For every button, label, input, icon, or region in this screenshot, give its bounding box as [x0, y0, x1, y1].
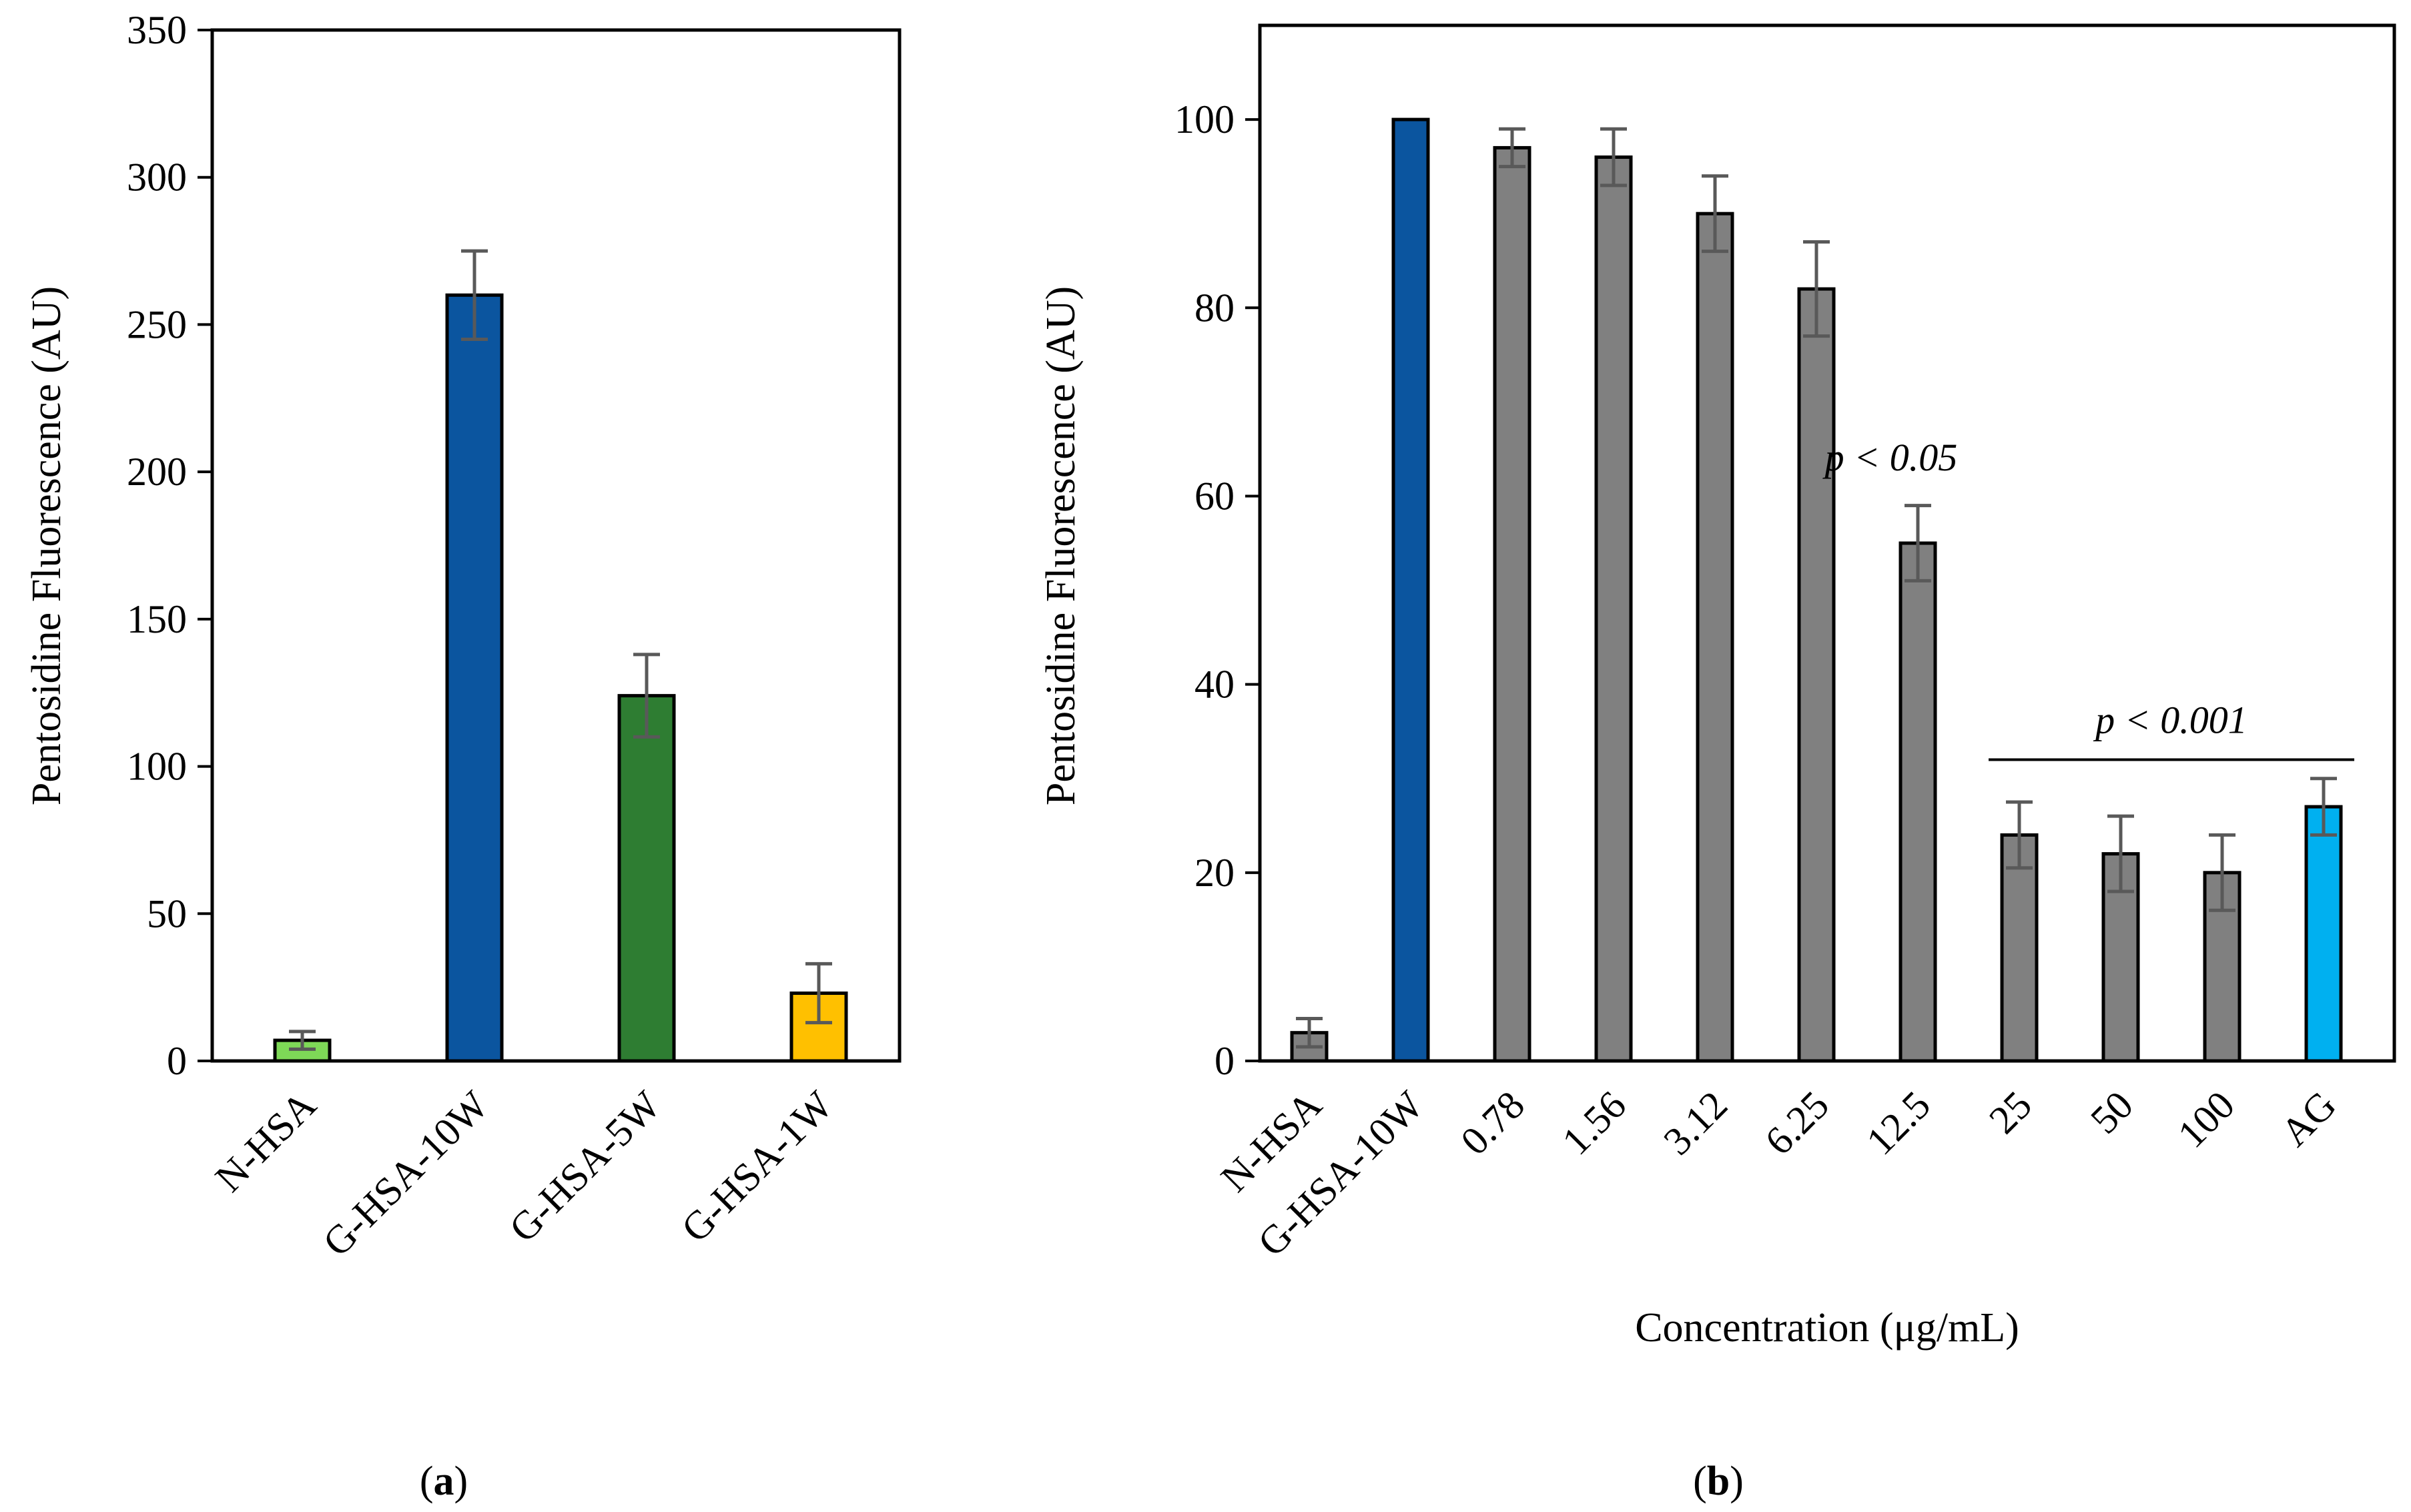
panel-label-a: a	[434, 1459, 454, 1504]
y-axis-title-b: Pentosidine Fluorescence (AU)	[1038, 286, 1084, 805]
y-tick-label: 0	[167, 1039, 187, 1083]
significance-annotations: p < 0.05 p < 0.001	[1822, 436, 2354, 761]
y-tick-label: 250	[127, 302, 187, 346]
x-tick-label: 6.25	[1756, 1083, 1837, 1164]
error-bar	[805, 962, 832, 1025]
y-tick-label: 60	[1194, 474, 1235, 518]
x-tick-label: 100	[2169, 1083, 2243, 1156]
y-tick-label: 50	[147, 891, 187, 935]
error-bar	[1905, 504, 1931, 583]
y-tick-label: 350	[127, 8, 187, 52]
bars-a	[273, 249, 848, 1063]
x-tick-label: 50	[2082, 1083, 2141, 1142]
y-tick-label: 20	[1194, 851, 1235, 895]
error-bar	[461, 249, 488, 341]
error-bar	[1803, 240, 1830, 338]
bar-ag	[2304, 805, 2343, 1063]
significance-label: p < 0.05	[1822, 436, 1958, 479]
y-tick-label: 200	[127, 450, 187, 494]
bar-1-56	[1594, 155, 1633, 1063]
error-bar	[1296, 1017, 1323, 1049]
x-tick-label: AG	[2272, 1083, 2344, 1155]
y-axis-b: 0 20 40 60 80 100	[1174, 97, 1260, 1083]
bar-g-hsa-5w	[617, 694, 676, 1063]
plot-frame-a	[210, 28, 902, 1063]
error-bar	[1499, 127, 1525, 169]
error-bar	[2107, 814, 2134, 893]
bars-b	[1290, 117, 2343, 1063]
panel-caption-b: (b)	[1693, 1459, 1744, 1504]
x-tick-label: 3.12	[1655, 1083, 1736, 1164]
y-tick-label: 150	[127, 597, 187, 641]
x-tick-label: 25	[1981, 1083, 2040, 1142]
significance-label: p < 0.001	[2093, 699, 2248, 742]
error-bar	[2006, 800, 2033, 870]
bar-25	[2000, 833, 2039, 1063]
x-tick-label: 0.78	[1452, 1083, 1533, 1164]
bar-g-hsa-1w	[789, 991, 848, 1063]
x-tick-label: G-HSA-10W	[314, 1082, 496, 1264]
bar-g-hsa-10w	[445, 293, 504, 1063]
error-bar	[2310, 777, 2337, 837]
error-bar	[2209, 833, 2235, 912]
x-tick-label: 12.5	[1858, 1083, 1939, 1164]
error-bar	[1600, 127, 1627, 187]
x-tick-label: N-HSA	[207, 1083, 324, 1200]
bar-6-25	[1797, 287, 1836, 1063]
y-tick-label: 100	[127, 745, 187, 789]
x-tick-label: 1.56	[1554, 1083, 1634, 1164]
panel-label-b: b	[1707, 1459, 1730, 1504]
bar-g-hsa-10w	[1391, 117, 1430, 1063]
error-bar	[289, 1030, 316, 1051]
bar-0-78	[1493, 145, 1531, 1063]
y-axis-title-a: Pentosidine Fluorescence (AU)	[24, 286, 69, 805]
bar-3-12	[1696, 212, 1734, 1063]
y-tick-label: 80	[1194, 286, 1235, 330]
bar-12-5	[1899, 541, 1937, 1063]
error-bar	[633, 653, 660, 739]
y-tick-label: 100	[1174, 97, 1235, 141]
y-tick-label: 40	[1194, 663, 1235, 707]
x-tick-label: G-HSA-5W	[500, 1082, 669, 1250]
panel-caption-a: (a)	[420, 1459, 468, 1504]
x-axis-title-b: Concentration (μg/mL)	[1635, 1305, 2019, 1351]
y-tick-label: 0	[1215, 1039, 1235, 1083]
x-tick-label: G-HSA-1W	[673, 1082, 841, 1250]
y-axis-a: 0 50 100 150 200 250 300 350	[127, 8, 212, 1083]
error-bar	[1702, 174, 1728, 254]
y-tick-label: 300	[127, 155, 187, 200]
